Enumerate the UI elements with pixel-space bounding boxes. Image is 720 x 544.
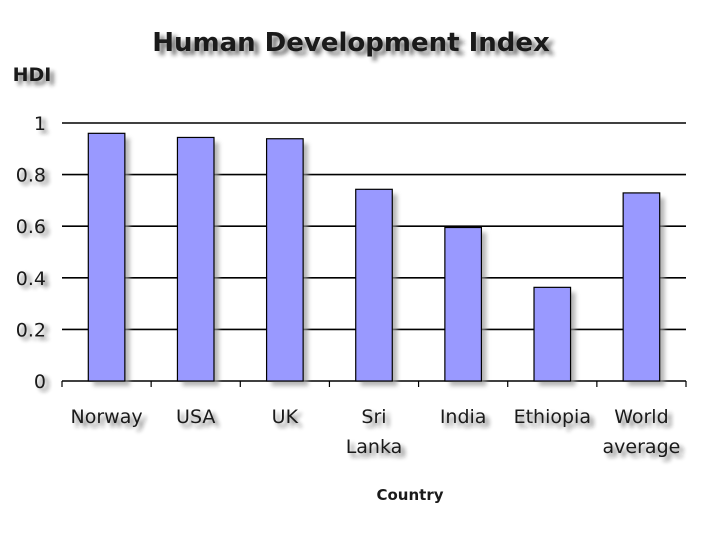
x-tick-label: Ethiopia xyxy=(514,406,591,428)
x-tick-label-shadow: USA xyxy=(180,410,219,432)
x-tick-label-shadow: India xyxy=(444,410,491,432)
y-axis-label-shadow: HDI xyxy=(17,68,56,90)
y-tick-label-shadow: 0.4 xyxy=(20,271,50,293)
y-tick-label: 0 xyxy=(34,371,46,393)
y-tick-label-shadow: 0.6 xyxy=(20,219,50,241)
x-tick-label-shadow: World xyxy=(618,410,672,432)
y-tick-label: 0.4 xyxy=(16,268,46,290)
x-tick-label: India xyxy=(440,406,487,428)
x-tick-label-shadow: UK xyxy=(276,410,303,432)
bar xyxy=(533,286,572,382)
x-tick-label: average xyxy=(603,436,681,458)
bars xyxy=(87,132,665,386)
bar xyxy=(355,188,393,382)
y-tick-label-shadow: 1 xyxy=(38,116,50,138)
y-axis-ticks: 00 0.20.2 0.40.4 0.60.6 0.80.8 11 xyxy=(16,113,50,396)
bar xyxy=(444,226,483,382)
x-tick-label-shadow: Ethiopia xyxy=(518,410,595,432)
chart-title-group: Human Development Index Human Developmen… xyxy=(152,28,555,62)
x-tick-label: World xyxy=(614,406,668,428)
bar xyxy=(176,136,215,382)
x-tick-label: USA xyxy=(176,406,215,428)
x-tick-label-shadow: Norway xyxy=(75,410,147,432)
x-axis-label: Country xyxy=(376,486,443,504)
x-tick-label-shadow: Lanka xyxy=(350,440,407,462)
chart-title: Human Development Index xyxy=(152,28,550,58)
x-tick-label: UK xyxy=(272,406,299,428)
x-tick-label: Sri xyxy=(361,406,386,428)
bar xyxy=(622,192,661,382)
y-tick-label: 0.8 xyxy=(16,165,46,187)
bar xyxy=(87,132,126,382)
y-tick-label: 0.2 xyxy=(16,319,46,341)
y-axis-label: HDI xyxy=(13,64,52,86)
bar xyxy=(265,138,304,382)
x-tick-label: Lanka xyxy=(346,436,403,458)
y-axis-label-group: HDI HDI xyxy=(13,64,56,90)
y-tick-label-shadow: 0.8 xyxy=(20,168,50,190)
chart-title-shadow: Human Development Index xyxy=(157,32,555,62)
y-tick-label: 0.6 xyxy=(16,216,46,238)
x-tick-label-shadow: average xyxy=(607,440,685,462)
x-tick-label: Norway xyxy=(71,406,143,428)
y-tick-label: 1 xyxy=(34,113,46,135)
y-tick-label-shadow: 0.2 xyxy=(20,322,50,344)
y-tick-label-shadow: 0 xyxy=(38,374,50,396)
x-tick-label-shadow: Sri xyxy=(365,410,390,432)
